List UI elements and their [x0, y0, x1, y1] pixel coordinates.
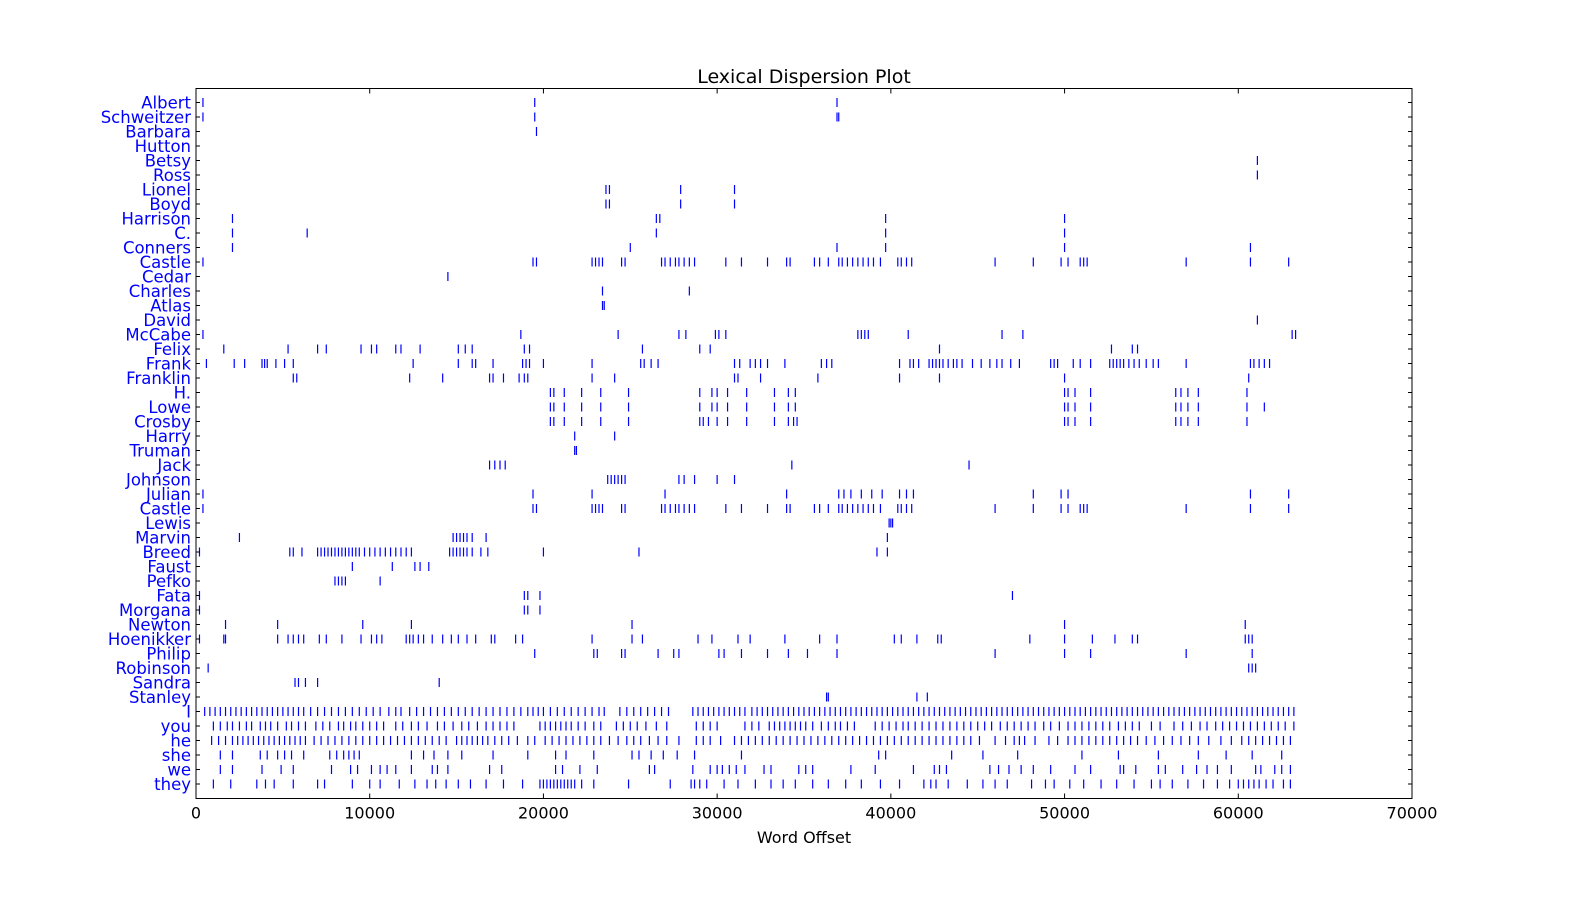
y-axis-ticks: AlbertSchweitzerBarbaraHuttonBetsyRossLi…	[101, 94, 1412, 794]
y-tick-label: David	[143, 311, 191, 330]
y-tick-label: Castle	[140, 253, 191, 272]
y-tick-label: Harry	[145, 427, 191, 446]
y-tick-label: McCabe	[125, 326, 191, 345]
x-tick-label: 0	[191, 804, 201, 823]
x-tick-label: 40000	[865, 804, 916, 823]
y-tick-label: Lewis	[145, 514, 191, 533]
y-tick-label: she	[162, 746, 191, 765]
chart-title: Lexical Dispersion Plot	[697, 66, 911, 88]
y-tick-label: Schweitzer	[101, 108, 192, 127]
y-tick-label: Atlas	[150, 297, 191, 316]
y-tick-label: Johnson	[125, 471, 191, 490]
y-tick-label: Faust	[147, 558, 191, 577]
x-tick-label: 30000	[692, 804, 743, 823]
y-tick-label: Robinson	[116, 659, 191, 678]
y-tick-label: Truman	[128, 442, 191, 461]
y-tick-label: Pefko	[147, 572, 191, 591]
y-tick-label: Hutton	[135, 137, 191, 156]
y-tick-label: Hoenikker	[108, 630, 191, 649]
y-tick-label: I	[186, 703, 191, 722]
y-tick-label: he	[170, 732, 191, 751]
y-tick-label: Julian	[145, 485, 191, 504]
x-tick-label: 60000	[1213, 804, 1264, 823]
y-tick-label: Boyd	[149, 195, 191, 214]
y-tick-label: they	[154, 775, 191, 794]
y-tick-label: Breed	[142, 543, 191, 562]
y-tick-label: Stanley	[129, 688, 191, 707]
y-tick-label: Barbara	[125, 123, 191, 142]
y-tick-label: Philip	[146, 645, 191, 664]
y-tick-label: Franklin	[126, 369, 191, 388]
x-tick-label: 50000	[1039, 804, 1090, 823]
y-tick-label: Crosby	[134, 413, 191, 432]
y-tick-label: Betsy	[145, 152, 192, 171]
y-tick-label: Harrison	[121, 210, 191, 229]
y-tick-label: Fata	[156, 587, 191, 606]
y-tick-label: Cedar	[142, 268, 191, 287]
y-tick-label: H.	[174, 384, 191, 403]
y-tick-label: C.	[174, 224, 191, 243]
y-tick-label: Jack	[156, 456, 191, 475]
x-tick-label: 20000	[518, 804, 569, 823]
y-tick-label: Albert	[141, 94, 191, 113]
y-tick-label: we	[167, 761, 191, 780]
y-tick-label: Frank	[146, 355, 192, 374]
y-tick-label: Marvin	[135, 529, 191, 548]
y-tick-label: Sandra	[133, 674, 191, 693]
y-tick-label: Castle	[140, 500, 191, 519]
x-tick-label: 70000	[1387, 804, 1438, 823]
y-tick-label: Lowe	[148, 398, 191, 417]
y-tick-label: Ross	[153, 166, 191, 185]
x-axis-label: Word Offset	[757, 828, 851, 847]
y-tick-label: Morgana	[119, 601, 191, 620]
y-tick-label: you	[161, 717, 191, 736]
x-tick-label: 10000	[344, 804, 395, 823]
plot-frame	[195, 88, 1413, 799]
dispersion-marks	[198, 98, 1297, 789]
y-tick-label: Felix	[153, 340, 191, 359]
x-axis-ticks: 0 10000 20000 30000 40000 50000 60000 70000	[191, 88, 1438, 823]
y-tick-label: Charles	[129, 282, 191, 301]
y-tick-label: Newton	[128, 616, 191, 635]
y-tick-label: Lionel	[142, 181, 191, 200]
y-tick-label: Conners	[123, 239, 191, 258]
